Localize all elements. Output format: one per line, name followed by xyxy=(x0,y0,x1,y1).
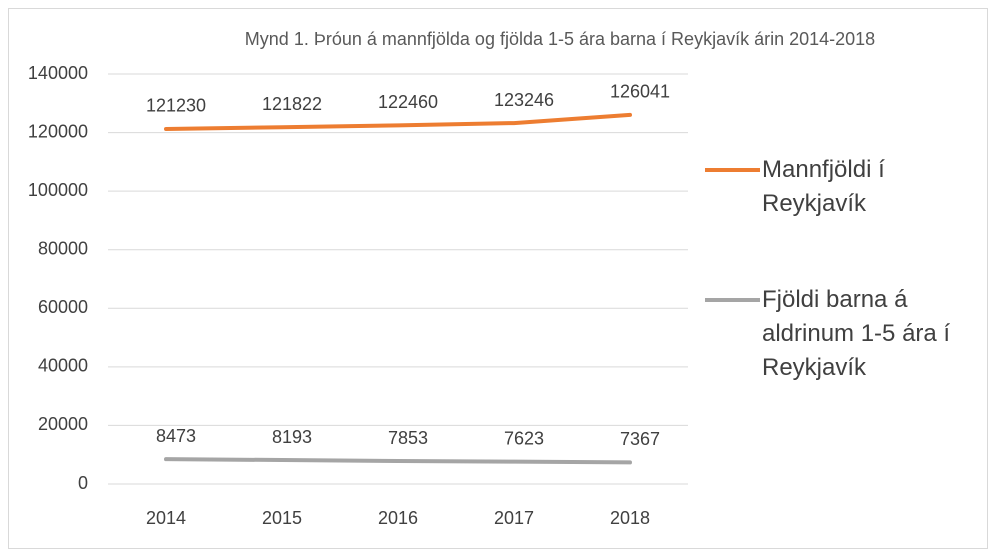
y-tick-label: 100000 xyxy=(28,180,88,200)
line xyxy=(164,112,632,131)
data-label: 7853 xyxy=(388,428,428,448)
data-label: 121822 xyxy=(262,94,322,114)
y-tick-label: 60000 xyxy=(38,297,88,317)
y-tick-label: 40000 xyxy=(38,356,88,376)
y-tick-label: 120000 xyxy=(28,121,88,141)
legend-label: Mannfjöldi í Reykjavík xyxy=(762,156,885,217)
x-tick-label: 2016 xyxy=(378,508,418,528)
data-label: 123246 xyxy=(494,90,554,110)
data-label: 121230 xyxy=(146,96,206,116)
data-label: 7367 xyxy=(620,429,660,449)
y-tick-label: 0 xyxy=(78,473,88,493)
line xyxy=(164,457,632,465)
data-label: 122460 xyxy=(378,92,438,112)
y-tick-label: 140000 xyxy=(28,63,88,83)
data-label: 7623 xyxy=(504,428,544,448)
data-label: 126041 xyxy=(610,82,670,102)
data-label: 8193 xyxy=(272,427,312,447)
legend-label: Fjöldi barna á aldrinum 1-5 ára í Reykja… xyxy=(762,286,951,381)
x-tick-label: 2014 xyxy=(146,508,186,528)
x-tick-label: 2018 xyxy=(610,508,650,528)
y-tick-label: 20000 xyxy=(38,414,88,434)
data-label: 8473 xyxy=(156,426,196,446)
x-tick-label: 2015 xyxy=(262,508,302,528)
x-tick-label: 2017 xyxy=(494,508,534,528)
y-tick-label: 80000 xyxy=(38,238,88,258)
chart-title: Mynd 1. Þróun á mannfjölda og fjölda 1-5… xyxy=(244,29,876,49)
